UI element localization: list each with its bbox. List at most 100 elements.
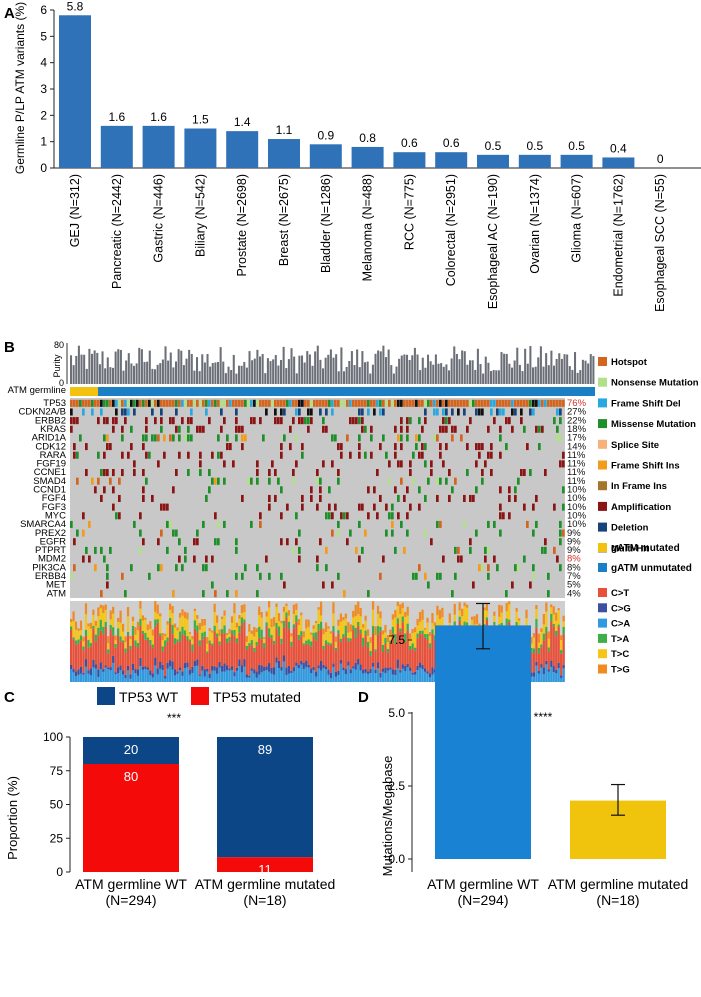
oncoprint-cell [241, 425, 244, 433]
oncoprint-cell [154, 434, 157, 442]
oncoprint-cell [385, 529, 388, 537]
signature-bar-segment [255, 641, 258, 646]
oncoprint-cell [250, 417, 253, 425]
oncoprint-cell [121, 451, 124, 459]
oncoprint-cell [532, 399, 535, 407]
signature-bar-segment [367, 647, 370, 672]
purity-bar [521, 371, 524, 384]
oncoprint-cell [100, 399, 103, 407]
signature-bar-segment [562, 615, 565, 622]
oncoprint-cell [142, 486, 145, 494]
chart-a-bar-value: 5.8 [67, 0, 84, 13]
oncoprint-cell [439, 451, 442, 459]
signature-bar-segment [292, 624, 295, 629]
purity-bar [589, 354, 592, 384]
oncoprint-cell [70, 572, 73, 580]
signature-bar-segment [211, 643, 214, 646]
signature-bar-segment [404, 642, 407, 666]
signature-bar-segment [552, 623, 555, 627]
oncoprint-cell [376, 512, 379, 520]
signature-bar-segment [280, 667, 283, 671]
signature-bar-segment [418, 612, 422, 622]
signature-bar-segment [235, 627, 239, 639]
chart-a-ytick-label: 0 [40, 161, 47, 175]
signature-bar-segment [431, 629, 434, 634]
signature-bar-segment [305, 643, 308, 661]
oncoprint-cell [307, 408, 310, 416]
oncoprint-cell [292, 469, 295, 477]
oncoprint-gene-label: TP53 [43, 398, 66, 409]
oncoprint-cell [325, 564, 328, 572]
oncoprint-cell [142, 399, 145, 407]
oncoprint-cell [130, 443, 133, 451]
signature-bar-segment [102, 669, 105, 672]
oncoprint-cell [436, 572, 439, 580]
signature-bar-segment [206, 643, 209, 652]
signature-bar-segment [374, 649, 377, 652]
signature-bar-segment [540, 664, 543, 668]
purity-bar [537, 357, 540, 384]
oncoprint-cell [112, 417, 115, 425]
signature-bar-segment [371, 609, 375, 626]
purity-bar [529, 346, 532, 384]
signature-bar-segment [104, 604, 107, 610]
signature-bar-segment [386, 642, 390, 649]
oncoprint-cell [487, 572, 490, 580]
signature-bar-segment [470, 616, 474, 620]
oncoprint-cell [550, 399, 553, 407]
signature-bar-segment [161, 664, 164, 671]
signature-bar-segment [277, 613, 281, 622]
signature-bar-segment [545, 664, 548, 682]
purity-bar [563, 354, 566, 384]
signature-bar-segment [176, 630, 179, 640]
oncoprint-cell [112, 399, 115, 407]
signature-bar-segment [233, 613, 236, 630]
signature-bar-segment [216, 667, 219, 674]
purity-bar [243, 361, 246, 384]
signature-bar-segment [107, 636, 110, 644]
oncoprint-cell [274, 399, 277, 407]
signature-bar-segment [552, 672, 555, 682]
signature-bar-segment [421, 669, 424, 682]
signature-bar-segment [362, 627, 365, 638]
purity-bar [411, 355, 414, 384]
signature-bar-segment [394, 633, 397, 644]
oncoprint-cell [442, 408, 445, 416]
oncoprint-cell [202, 520, 205, 528]
signature-bar-segment [409, 645, 412, 650]
oncoprint-cell [103, 451, 106, 459]
signature-bar-segment [131, 625, 135, 636]
oncoprint-cell [487, 399, 490, 407]
signature-bar-segment [562, 668, 565, 682]
signature-bar-segment [367, 671, 370, 674]
signature-bar-segment [426, 633, 429, 641]
signature-bar-segment [79, 673, 83, 682]
signature-bar-segment [149, 621, 152, 629]
oncoprint-cell [268, 572, 271, 580]
signature-bar-segment [235, 670, 239, 682]
signature-bar-segment [134, 634, 137, 641]
oncoprint-cell [331, 399, 334, 407]
purity-bar [83, 354, 86, 384]
oncoprint-cell [208, 399, 211, 407]
signature-bar-segment [124, 674, 127, 679]
signature-bar-segment [186, 639, 189, 663]
purity-bar [316, 345, 319, 384]
signature-bar-segment [188, 632, 192, 634]
chart-d-category-count: (N=18) [596, 892, 639, 908]
oncoprint-cell [523, 555, 526, 563]
signature-bar-segment [327, 669, 330, 675]
signature-bar-segment [475, 614, 479, 624]
oncoprint-cell [118, 494, 121, 502]
oncoprint-cell [439, 477, 442, 485]
signature-bar-segment [493, 615, 496, 622]
purity-bar [261, 354, 264, 384]
signature-bar-segment [166, 624, 169, 638]
oncoprint-cell [403, 494, 406, 502]
oncoprint-cell [298, 529, 301, 537]
oncoprint-cell [445, 443, 448, 451]
oncoprint-cell [319, 399, 322, 407]
signature-bar-segment [99, 669, 102, 682]
purity-bar [112, 367, 115, 384]
signature-bar-segment [379, 626, 382, 632]
